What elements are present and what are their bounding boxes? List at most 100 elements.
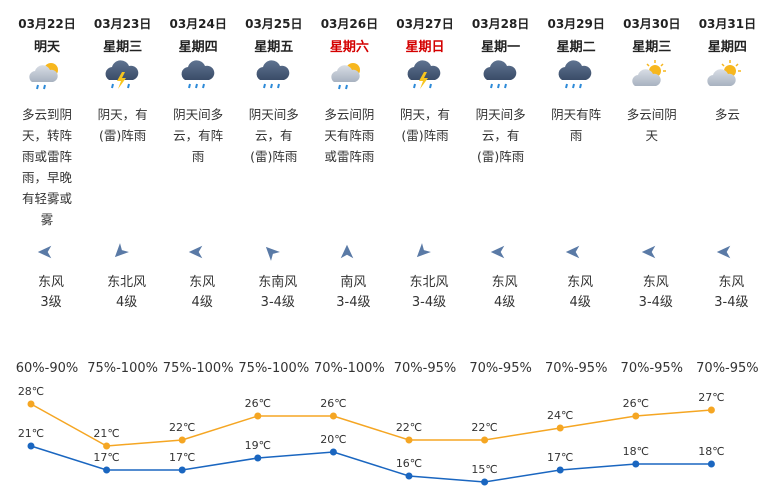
temperature-line (30, 403, 712, 447)
temperature-point (329, 412, 337, 420)
weekday: 星期四 (707, 40, 747, 55)
weekday: 星期二 (556, 40, 596, 55)
date: 03月29日 (547, 17, 605, 31)
temperature-point (632, 460, 640, 468)
wind-arrow (565, 245, 580, 259)
wind-arrow (490, 245, 505, 259)
wind-arrow (641, 245, 656, 259)
wind-level: 4级 (569, 295, 591, 310)
temperature-label: 18℃ (623, 445, 649, 458)
temperature-point (103, 466, 111, 474)
description: 阴天间多云，有(雷)阵雨 (248, 107, 299, 164)
wind-direction: 东北风 (409, 275, 449, 290)
description: 多云间阴天 (626, 107, 677, 143)
temperature-label: 27℃ (698, 391, 724, 404)
date: 03月26日 (320, 17, 379, 31)
temperature-label: 22℃ (471, 421, 497, 434)
temperature-label: 26℃ (245, 397, 271, 410)
temperature-label: 16℃ (396, 457, 422, 470)
temperature-label: 24℃ (547, 409, 573, 422)
temperature-point (405, 436, 413, 444)
weekday: 明天 (33, 40, 61, 55)
temperature-point (178, 466, 186, 474)
weather-icon (482, 59, 518, 89)
description: 多云 (714, 107, 740, 122)
temperature-point (556, 466, 564, 474)
date: 03月22日 (18, 17, 76, 31)
wind-level: 3-4级 (336, 295, 371, 310)
weather-icon (28, 62, 59, 90)
wind-arrow (188, 245, 203, 259)
wind-direction: 东北风 (107, 275, 147, 290)
temperature-point (178, 436, 186, 444)
date: 03月27日 (396, 17, 454, 31)
wind-direction: 南风 (340, 275, 367, 290)
temperature-point (481, 436, 489, 444)
description: 阴天，有(雷)阵雨 (399, 107, 450, 143)
wind-level: 3-4级 (411, 295, 447, 310)
weekday: 星期四 (178, 40, 218, 55)
wind-arrows (37, 242, 731, 262)
weather-icon (557, 59, 593, 89)
humidity: 70%-95% (620, 361, 684, 376)
temperature-point (254, 454, 262, 462)
temperature-point (405, 472, 413, 480)
temperature-point (329, 448, 337, 456)
wind-level: 4级 (115, 295, 138, 310)
temperature-label: 19℃ (245, 439, 271, 452)
temperature-point (254, 412, 262, 420)
date: 03月31日 (698, 17, 757, 31)
wind-direction: 东风 (642, 275, 669, 290)
temperature-label: 22℃ (169, 421, 195, 434)
wind-direction: 东风 (491, 275, 518, 290)
humidity: 70%-95% (544, 361, 608, 376)
temperature-point (27, 442, 35, 450)
wind-arrow (412, 243, 431, 262)
description: 多云到阴天，转阵雨或雷阵雨，早晚有轻雾或雾 (21, 107, 72, 227)
date: 03月25日 (245, 17, 303, 31)
wind-level: 3-4级 (260, 295, 295, 310)
temperature-line (30, 445, 712, 483)
wind-arrow (261, 242, 280, 261)
humidity: 70%-100% (314, 361, 385, 376)
weekday: 星期五 (254, 40, 294, 55)
temperature-label: 28℃ (18, 385, 44, 398)
wind-level: 3级 (40, 295, 62, 310)
weather-icon (180, 59, 216, 89)
wind-direction: 东风 (567, 275, 594, 290)
humidity: 60%-90% (15, 361, 79, 376)
weather-icon (255, 59, 291, 89)
weekday: 星期一 (481, 40, 521, 55)
temperature-point (707, 406, 715, 414)
wind-direction: 东风 (37, 275, 65, 290)
weekday: 星期日 (405, 40, 445, 55)
description: 阴天，有(雷)阵雨 (97, 107, 148, 143)
temperature-point (632, 412, 640, 420)
weather-icon (631, 59, 667, 87)
temperature-label: 22℃ (396, 421, 422, 434)
humidity: 75%-100% (238, 361, 310, 376)
temperature-label: 17℃ (169, 451, 195, 464)
humidity: 70%-95% (696, 361, 759, 376)
date: 03月30日 (623, 17, 681, 31)
temperature-point (103, 442, 111, 450)
humidity: 75%-100% (162, 361, 234, 376)
weekday: 星期三 (632, 40, 672, 55)
weekday: 星期三 (103, 40, 143, 55)
weather-icon (706, 59, 742, 87)
description: 阴天间多云，有阵雨 (173, 107, 224, 164)
date: 03月28日 (471, 17, 530, 31)
date: 03月23日 (93, 17, 152, 31)
temperature-point (27, 400, 35, 408)
weather-icons (28, 59, 742, 90)
temperature-label: 15℃ (471, 463, 497, 476)
temperature-label: 17℃ (547, 451, 573, 464)
humidity: 70%-95% (393, 361, 457, 376)
wind-arrow (110, 243, 129, 262)
weather-icon (330, 62, 361, 90)
description: 阴天有阵雨 (551, 107, 602, 143)
humidity: 70%-95% (469, 361, 532, 376)
temperature-point (556, 424, 564, 432)
